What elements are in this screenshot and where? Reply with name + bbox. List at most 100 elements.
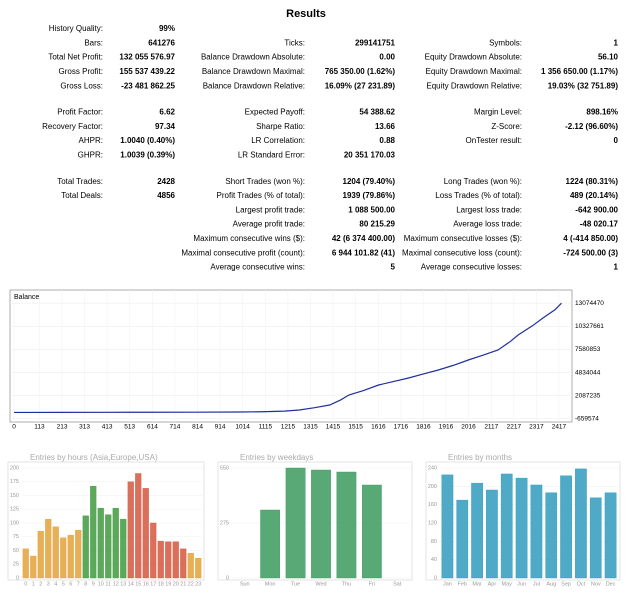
bar <box>150 522 157 579</box>
y-tick-label: 550 <box>220 465 229 471</box>
stat-label: Loss Trades (% of total): <box>435 191 522 200</box>
stat-label: Equity Drawdown Maximal: <box>426 67 522 76</box>
y-tick-label: 10327661 <box>575 323 604 330</box>
bar <box>336 471 357 579</box>
x-tick-label: 9 <box>92 581 95 587</box>
x-tick-label: 4 <box>54 581 57 587</box>
stat-value: 16.09% (27 231.89) <box>325 81 396 90</box>
x-tick-label: 2 <box>39 581 42 587</box>
stat-value: 0 <box>614 136 619 145</box>
stat-value: 1224 (80.31%) <box>566 177 619 186</box>
x-tick-label: Aug <box>546 581 556 587</box>
stat-value: 54 388.62 <box>359 108 395 117</box>
x-tick-label: Tue <box>291 581 300 587</box>
stat-label: Largest profit trade: <box>236 205 305 214</box>
bar <box>105 514 112 579</box>
balance-line <box>13 302 562 414</box>
bar <box>135 473 142 579</box>
stat-label: Bars: <box>84 38 103 47</box>
bar <box>112 507 119 579</box>
bar <box>37 531 44 579</box>
x-tick-label: 3 <box>47 581 50 587</box>
stat-value: 4 (-414 850.00) <box>563 234 618 243</box>
y-tick-label: 13074470 <box>575 300 604 307</box>
stat-label: Balance Drawdown Maximal: <box>202 67 305 76</box>
stat-value: -2.12 (96.60%) <box>565 122 618 131</box>
stat-label: Sharpe Ratio: <box>256 122 305 131</box>
stat-value: 489 (20.14%) <box>570 191 618 200</box>
x-tick-label: 1315 <box>303 424 318 431</box>
x-tick-label: Sep <box>561 581 571 587</box>
bar <box>456 499 469 579</box>
bar <box>500 473 513 579</box>
bar <box>575 468 587 579</box>
bar <box>142 488 149 579</box>
x-tick-label: 8 <box>84 581 87 587</box>
x-tick-label: Oct <box>577 581 586 587</box>
stat-label: Equity Drawdown Relative: <box>426 81 522 90</box>
x-tick-label: 1916 <box>439 424 454 431</box>
stat-value: -48 020.17 <box>580 220 619 229</box>
stat-value: -23 481 862.25 <box>121 81 175 90</box>
stat-value: 299141751 <box>355 38 396 47</box>
y-tick-label: 4834044 <box>575 369 601 376</box>
x-tick-label: 21 <box>180 581 186 587</box>
stat-label: Gross Profit: <box>59 67 103 76</box>
x-tick-label: 12 <box>113 581 119 587</box>
stat-value: 99% <box>159 24 175 33</box>
x-tick-label: Sun <box>240 581 250 587</box>
stat-value: -642 900.00 <box>575 205 618 214</box>
chart-frame <box>9 289 573 423</box>
stat-value: 6 944 101.82 (41) <box>332 248 395 257</box>
bar <box>545 492 558 579</box>
x-tick-label: 113 <box>34 424 45 431</box>
y-tick-label: 75 <box>13 534 19 540</box>
x-tick-label: Jun <box>517 581 526 587</box>
stat-label: Ticks: <box>284 38 305 47</box>
x-tick-label: 213 <box>57 424 68 431</box>
stat-label: Largest loss trade: <box>456 205 522 214</box>
stat-label: Maximum consecutive losses ($): <box>404 234 522 243</box>
stat-label: LR Correlation: <box>251 136 305 145</box>
x-tick-label: 714 <box>170 424 181 431</box>
x-tick-label: 814 <box>192 424 203 431</box>
x-tick-label: 14 <box>128 581 134 587</box>
y-tick-label: 125 <box>10 507 19 513</box>
bar <box>285 467 306 579</box>
bar <box>441 474 454 579</box>
x-tick-label: May <box>502 581 513 587</box>
y-tick-label: 25 <box>13 562 19 568</box>
x-tick-label: Thu <box>342 581 351 587</box>
stat-value: 5 <box>391 263 396 272</box>
x-tick-label: 2016 <box>461 424 476 431</box>
stat-label: OnTester result: <box>466 136 522 145</box>
x-tick-label: 1616 <box>371 424 386 431</box>
y-tick-label: 100 <box>10 520 19 526</box>
stat-label: Maximal consecutive loss (count): <box>402 248 522 257</box>
stat-value: 1939 (79.86%) <box>343 191 396 200</box>
x-tick-label: 13 <box>120 581 126 587</box>
y-tick-label: 7580853 <box>575 346 601 353</box>
x-tick-label: 1816 <box>416 424 431 431</box>
x-tick-label: 1415 <box>326 424 341 431</box>
bar <box>604 492 617 579</box>
y-tick-label: 0 <box>226 575 229 581</box>
stat-label: Expected Payoff: <box>245 108 305 117</box>
x-tick-label: 1515 <box>348 424 363 431</box>
bar <box>127 481 134 579</box>
stat-value: 97.34 <box>155 122 176 131</box>
stat-label: Profit Factor: <box>57 108 103 117</box>
x-tick-label: 2217 <box>507 424 522 431</box>
stat-value: 13.66 <box>375 122 396 131</box>
x-tick-label: 11 <box>105 581 111 587</box>
y-tick-label: 200 <box>428 484 437 490</box>
x-tick-label: 19 <box>165 581 171 587</box>
x-tick-label: 7 <box>77 581 80 587</box>
stat-label: Equity Drawdown Absolute: <box>425 53 522 62</box>
y-tick-label: 40 <box>431 557 437 563</box>
stat-value: 2428 <box>157 177 175 186</box>
bar <box>82 515 89 579</box>
stat-value: 0.88 <box>379 136 395 145</box>
x-tick-label: 313 <box>79 424 90 431</box>
x-tick-label: 16 <box>143 581 149 587</box>
